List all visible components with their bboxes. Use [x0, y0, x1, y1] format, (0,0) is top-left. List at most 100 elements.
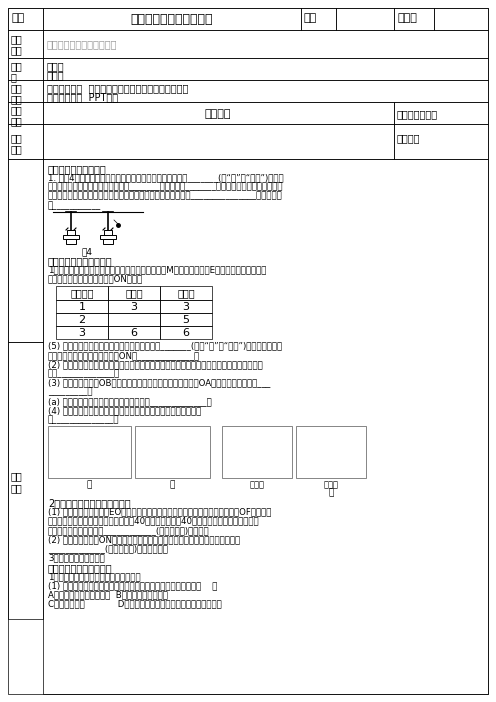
Text: 纸板，可使量在于镜面的法线ON转动。: 纸板，可使量在于镜面的法线ON转动。 [48, 274, 143, 284]
Text: 平面镜: 平面镜 [249, 480, 264, 489]
Text: 3: 3 [130, 302, 137, 312]
Bar [43, 80, 488, 102]
Bar [8, 80, 43, 102]
Text: 自主
阅读: 自主 阅读 [11, 133, 23, 154]
Bar [43, 8, 301, 30]
Text: 课时: 课时 [304, 13, 317, 23]
Bar [43, 102, 394, 124]
Text: (5) 如图乙所示，把半面纸板九向前或向后折，_______(选填“能”或“不能”)看到反射光线，: (5) 如图乙所示，把半面纸板九向前或向后折，_______(选填“能”或“不能… [48, 342, 282, 350]
Bar [56, 286, 108, 300]
Text: 反射角: 反射角 [177, 289, 195, 298]
Text: 3: 3 [183, 302, 189, 312]
Text: 2、在探究光的反射定律实验：: 2、在探究光的反射定律实验： [48, 498, 130, 508]
Text: 3: 3 [78, 328, 85, 338]
Bar [8, 102, 43, 124]
Text: 1. 如图4所示，当敲响右边的音叉时，左边完全相同的音叉_______(填“会”或“不会”)振动，: 1. 如图4所示，当敲响右边的音叉时，左边完全相同的音叉_______(填“会”… [48, 173, 284, 183]
Text: 教师点拨、点评: 教师点拨、点评 [397, 109, 438, 119]
Text: 小组学习: 小组学习 [205, 109, 231, 119]
Text: 边音叉的缘故。如果把这个实验放到月球上做，观察到的现象是_______________得到的结论: 边音叉的缘故。如果把这个实验放到月球上做，观察到的现象是____________… [48, 192, 283, 201]
Bar [160, 326, 212, 338]
Text: 靠在左边音叉的小球能弹起，这说明_______，这是由于_______，将右边音叉的振动传给了左: 靠在左边音叉的小球能弹起，这说明_______，这是由于_______，将右边音… [48, 183, 284, 192]
Text: 二、光的反射规律的探究: 二、光的反射规律的探究 [48, 256, 113, 266]
Text: 方法
教材: 方法 教材 [11, 83, 23, 105]
Bar [100, 235, 116, 239]
Text: 3、本实验所少结论是：: 3、本实验所少结论是： [48, 554, 105, 562]
Bar [108, 312, 160, 326]
Bar [296, 426, 366, 478]
Text: 一、声音的产生和传播: 一、声音的产生和传播 [48, 164, 107, 174]
Text: 重点：: 重点： [47, 61, 64, 71]
Bar [63, 235, 79, 239]
Bar [301, 8, 336, 30]
Bar [43, 58, 488, 80]
Bar [108, 286, 160, 300]
Bar [104, 230, 112, 235]
Bar [222, 426, 292, 478]
Bar [336, 8, 394, 30]
Bar [8, 58, 43, 80]
Bar [394, 124, 488, 159]
Text: (2) 如图乙，以法线ON为轴旋转，把右边纸板后绕轴旋转，这样做是目的是为了: (2) 如图乙，以法线ON为轴旋转，把右边纸板后绕轴旋转，这样做是目的是为了 [48, 535, 240, 544]
Text: (1) 把它调节好后放在天平测干某物体，实验桌上，则使用前应（    ）: (1) 把它调节好后放在天平测干某物体，实验桌上，则使用前应（ ） [48, 581, 217, 590]
Text: (a) 分析上述实验数据，你得到的结论是：_____________。: (a) 分析上述实验数据，你得到的结论是：_____________。 [48, 397, 212, 406]
Text: (1) 如图甲，让入射光线EO从左边入射，在法线的右边纸板上可以看到反射光线OF，测出入: (1) 如图甲，让入射光线EO从左边入射，在法线的右边纸板上可以看到反射光线OF… [48, 508, 271, 517]
Text: 乙: 乙 [169, 480, 175, 489]
Bar [434, 8, 488, 30]
Text: 任课人: 任课人 [397, 13, 417, 23]
Bar [43, 124, 394, 159]
Bar [48, 426, 131, 478]
Bar [56, 326, 108, 338]
Bar [108, 326, 160, 338]
Bar [8, 124, 43, 159]
Text: 合作
共建: 合作 共建 [11, 472, 23, 494]
Text: 说明反射光线与入射光线及法线ON在_____________。: 说明反射光线与入射光线及法线ON在_____________。 [48, 351, 200, 360]
Text: 完成八上的一些实验的复习: 完成八上的一些实验的复习 [47, 39, 118, 49]
Bar [135, 426, 210, 478]
Text: 1、在探究光的反射定律实验中，如图所示，平面镜M平放在平板上，E、九是两个粘起来的硬: 1、在探究光的反射定律实验中，如图所示，平面镜M平放在平板上，E、九是两个粘起来… [48, 265, 266, 274]
Text: (2) 在探究过程中，小明得到了右表所示的数据；小明实验过程中，漏记了一个数据，这个数: (2) 在探究过程中，小明得到了右表所示的数据；小明实验过程中，漏记了一个数据，… [48, 360, 263, 369]
Text: 【教学方法】  预习、展示、互动、生成、达标、拓展: 【教学方法】 预习、展示、互动、生成、达标、拓展 [47, 83, 188, 93]
Bar [8, 30, 43, 58]
Text: 难点：: 难点： [47, 70, 64, 80]
Text: 1: 1 [78, 302, 85, 312]
Text: 5: 5 [183, 314, 189, 324]
Bar [56, 300, 108, 312]
Bar [56, 312, 108, 326]
Text: 【教学用具】  PPT课件: 【教学用具】 PPT课件 [47, 92, 118, 102]
Text: 甲: 甲 [86, 480, 92, 489]
Bar [66, 239, 76, 244]
Text: _____________(可能不可能)，理由是为了: _____________(可能不可能)，理由是为了 [48, 544, 168, 553]
Bar [103, 239, 113, 244]
Text: 2: 2 [78, 314, 86, 324]
Text: 6: 6 [130, 328, 137, 338]
Bar [160, 312, 212, 326]
Bar [160, 300, 212, 312]
Text: 线______________。: 线______________。 [48, 415, 120, 424]
Text: 射角和反射角的大小，发现当入射角为40时，反射角也是40，由此总结出：反射角等于入: 射角和反射角的大小，发现当入射角为40时，反射角也是40，由此总结出：反射角等于… [48, 517, 259, 526]
Text: 平面镜: 平面镜 [323, 480, 338, 489]
Bar [108, 300, 160, 312]
Text: 据是_____________。: 据是_____________。 [48, 369, 120, 378]
Bar [8, 342, 43, 618]
Text: 6: 6 [183, 328, 189, 338]
Text: 八上实验专项训练教学案: 八上实验专项训练教学案 [131, 13, 213, 26]
Text: 射角，这样得到的结论是____________(可能不可能)，理由是: 射角，这样得到的结论是____________(可能不可能)，理由是 [48, 526, 210, 535]
Text: 课题: 课题 [11, 13, 24, 23]
Bar [394, 8, 434, 30]
Text: 入射角: 入射角 [125, 289, 143, 298]
Bar [67, 230, 75, 235]
Text: 展示目标: 展示目标 [397, 133, 421, 143]
Bar [43, 159, 488, 694]
Bar [160, 286, 212, 300]
Text: 教学
流程: 教学 流程 [11, 105, 23, 126]
Text: A、只要天平放在水平台上  B、只要调节螺旋平衡: A、只要天平放在水平台上 B、只要调节螺旋平衡 [48, 590, 168, 600]
Text: 三、天平测固液体的质量: 三、天平测固液体的质量 [48, 563, 113, 573]
Text: 是___________: 是___________ [48, 201, 101, 210]
Bar [8, 8, 43, 30]
Text: C、不需要调节            D、先将天平放在水平台上，再调节螺旋平衡: C、不需要调节 D、先将天平放在水平台上，再调节螺旋平衡 [48, 600, 222, 609]
Text: _________。: _________。 [48, 388, 92, 397]
Text: 1、要科学使用托盘天平测量物体质量时: 1、要科学使用托盘天平测量物体质量时 [48, 572, 141, 581]
Text: 实验次序: 实验次序 [70, 289, 94, 298]
Bar [43, 30, 488, 58]
Text: (4) 根据所记录的数据可以推出：入射光线向法线靠拢时，反射光: (4) 根据所记录的数据可以推出：入射光线向法线靠拢时，反射光 [48, 406, 201, 415]
